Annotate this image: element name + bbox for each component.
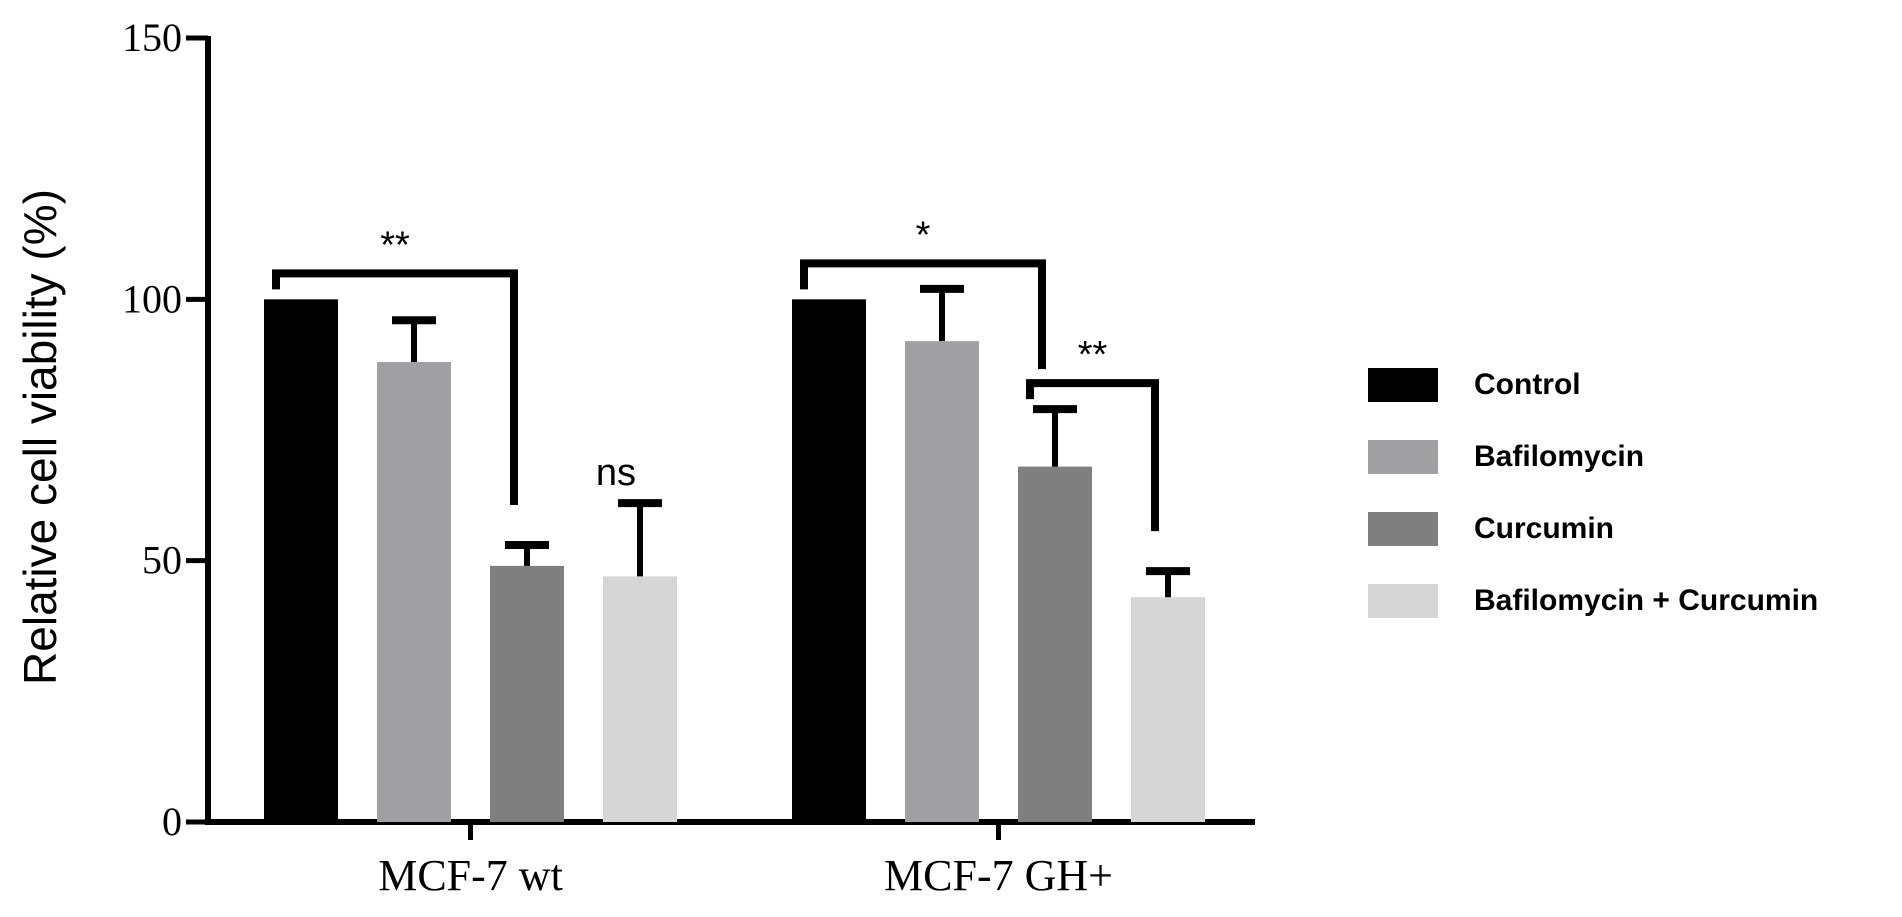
legend-label: Bafilomycin + Curcumin: [1474, 584, 1818, 617]
y-tick-label: 100: [122, 276, 182, 321]
x-tick-label: MCF-7 GH+: [884, 851, 1113, 900]
bar: [603, 576, 677, 822]
legend-label: Bafilomycin: [1474, 440, 1644, 473]
significance-bracket: [1026, 379, 1159, 532]
bar: [377, 362, 451, 822]
y-axis-label: Relative cell viability (%): [14, 189, 66, 685]
significance-label: **: [1078, 334, 1108, 376]
significance-annotations: **ns***: [272, 214, 1159, 532]
bar: [792, 299, 866, 822]
y-ticks: 0 50 100 150: [122, 15, 208, 844]
legend-swatch: [1368, 440, 1438, 474]
significance-label: **: [380, 224, 410, 266]
legend-swatch: [1368, 368, 1438, 402]
y-tick-label: 50: [142, 538, 182, 583]
bar: [1018, 466, 1092, 822]
significance-bracket: [272, 269, 518, 505]
x-ticks: MCF-7 wt MCF-7 GH+: [378, 822, 1113, 900]
legend-label: Control: [1474, 368, 1581, 401]
bar: [905, 341, 979, 822]
legend-label: Curcumin: [1474, 512, 1614, 545]
legend-swatch: [1368, 584, 1438, 618]
significance-bracket: [800, 259, 1046, 370]
axes: [205, 36, 1255, 825]
bar: [490, 565, 564, 822]
legend: Control Bafilomycin Curcumin Bafilomycin + …: [1368, 368, 1818, 618]
bar: [1131, 597, 1205, 822]
y-tick-label: 150: [122, 15, 182, 60]
bar: [264, 299, 338, 822]
bars: [264, 299, 1205, 822]
significance-label: *: [916, 214, 931, 256]
error-bars: [392, 284, 1190, 598]
x-tick-label: MCF-7 wt: [378, 851, 563, 900]
significance-label: ns: [596, 452, 636, 494]
legend-swatch: [1368, 512, 1438, 546]
y-tick-label: 0: [162, 799, 182, 844]
